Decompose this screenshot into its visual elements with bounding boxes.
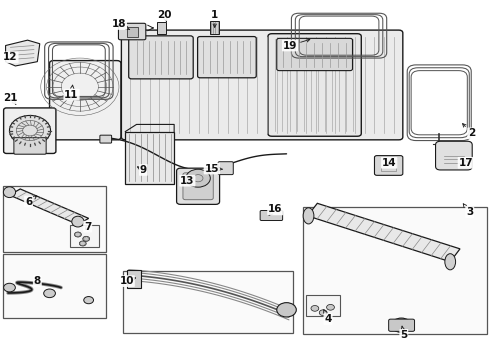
Text: 7: 7 bbox=[84, 222, 91, 231]
Circle shape bbox=[79, 241, 86, 246]
Ellipse shape bbox=[72, 216, 84, 227]
Circle shape bbox=[392, 318, 411, 332]
Text: 5: 5 bbox=[400, 326, 407, 340]
Text: 8: 8 bbox=[34, 276, 41, 286]
FancyBboxPatch shape bbox=[277, 39, 352, 71]
FancyBboxPatch shape bbox=[3, 254, 106, 318]
Circle shape bbox=[83, 236, 90, 241]
FancyBboxPatch shape bbox=[210, 21, 219, 34]
Circle shape bbox=[74, 232, 81, 237]
Ellipse shape bbox=[3, 187, 16, 198]
Text: 19: 19 bbox=[283, 39, 310, 50]
FancyBboxPatch shape bbox=[125, 132, 174, 184]
FancyBboxPatch shape bbox=[260, 211, 283, 221]
Circle shape bbox=[277, 303, 296, 317]
Text: 21: 21 bbox=[3, 93, 18, 104]
Circle shape bbox=[327, 305, 334, 310]
Text: 10: 10 bbox=[120, 276, 136, 286]
FancyBboxPatch shape bbox=[374, 156, 403, 175]
Circle shape bbox=[186, 169, 210, 187]
FancyBboxPatch shape bbox=[218, 162, 233, 175]
Text: 17: 17 bbox=[459, 158, 473, 168]
Text: 1: 1 bbox=[211, 10, 219, 27]
Polygon shape bbox=[308, 203, 460, 262]
Text: 16: 16 bbox=[268, 204, 283, 215]
Circle shape bbox=[311, 306, 319, 311]
Text: 9: 9 bbox=[137, 165, 147, 175]
Ellipse shape bbox=[445, 254, 456, 270]
Text: 15: 15 bbox=[204, 163, 222, 174]
FancyBboxPatch shape bbox=[14, 138, 46, 154]
FancyBboxPatch shape bbox=[119, 23, 146, 40]
Circle shape bbox=[84, 297, 94, 304]
FancyBboxPatch shape bbox=[3, 186, 106, 252]
Circle shape bbox=[44, 289, 55, 298]
Text: 18: 18 bbox=[112, 19, 130, 30]
FancyBboxPatch shape bbox=[436, 141, 472, 170]
FancyBboxPatch shape bbox=[157, 22, 166, 34]
FancyBboxPatch shape bbox=[268, 34, 361, 136]
FancyBboxPatch shape bbox=[70, 225, 99, 247]
Text: 14: 14 bbox=[382, 158, 396, 168]
Circle shape bbox=[9, 116, 50, 145]
Text: 12: 12 bbox=[3, 52, 18, 62]
Polygon shape bbox=[5, 40, 40, 66]
Polygon shape bbox=[9, 189, 89, 225]
Text: 13: 13 bbox=[180, 176, 195, 186]
FancyBboxPatch shape bbox=[3, 108, 56, 153]
FancyBboxPatch shape bbox=[123, 271, 293, 333]
FancyBboxPatch shape bbox=[122, 30, 403, 140]
FancyBboxPatch shape bbox=[127, 27, 138, 37]
FancyBboxPatch shape bbox=[129, 36, 193, 79]
Text: 6: 6 bbox=[25, 196, 37, 207]
FancyBboxPatch shape bbox=[389, 319, 415, 331]
FancyBboxPatch shape bbox=[197, 37, 256, 78]
FancyBboxPatch shape bbox=[127, 270, 142, 288]
Text: 4: 4 bbox=[323, 310, 332, 324]
FancyBboxPatch shape bbox=[49, 60, 121, 140]
FancyBboxPatch shape bbox=[306, 296, 340, 316]
Text: 11: 11 bbox=[64, 85, 79, 100]
FancyBboxPatch shape bbox=[303, 207, 488, 334]
FancyBboxPatch shape bbox=[183, 173, 213, 200]
Circle shape bbox=[3, 283, 15, 292]
FancyBboxPatch shape bbox=[100, 135, 112, 143]
FancyBboxPatch shape bbox=[176, 168, 220, 204]
Text: 20: 20 bbox=[157, 10, 171, 21]
Text: 2: 2 bbox=[463, 123, 475, 138]
Circle shape bbox=[319, 310, 327, 316]
Text: 3: 3 bbox=[463, 204, 473, 217]
Ellipse shape bbox=[303, 208, 314, 224]
